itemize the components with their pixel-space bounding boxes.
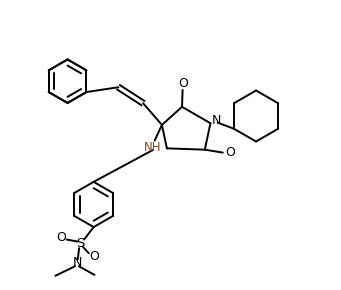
Text: S: S: [76, 238, 85, 250]
Text: NH: NH: [144, 141, 161, 154]
Text: N: N: [212, 114, 222, 127]
Text: O: O: [89, 250, 99, 262]
Text: O: O: [56, 231, 66, 244]
Text: N: N: [72, 256, 82, 269]
Text: O: O: [178, 77, 188, 90]
Text: O: O: [225, 146, 235, 159]
